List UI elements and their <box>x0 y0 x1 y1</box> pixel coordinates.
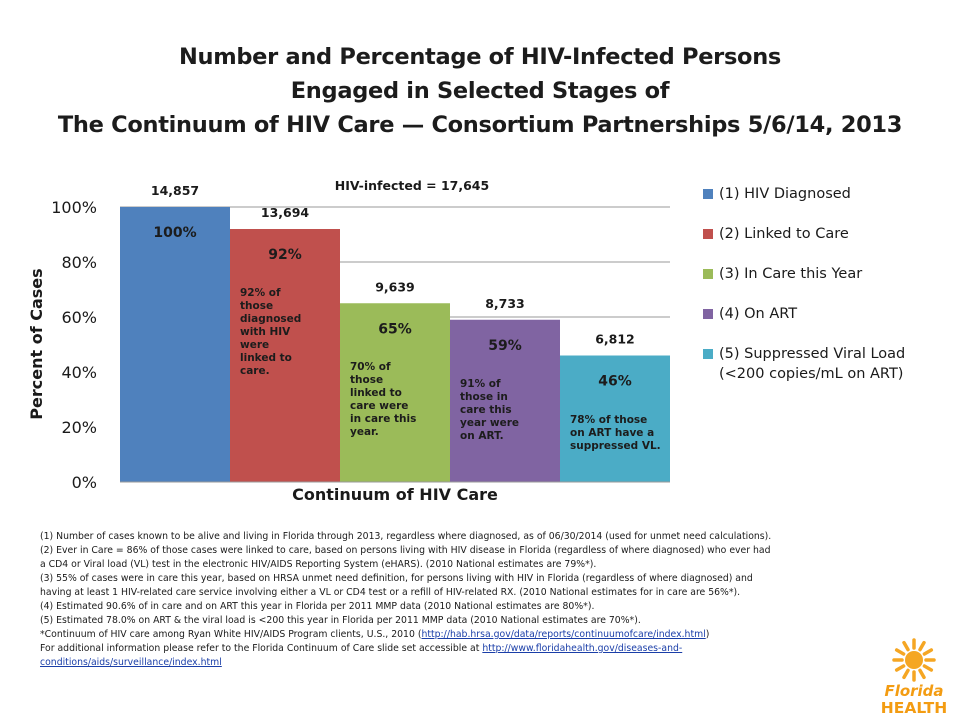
legend-swatch <box>703 309 713 319</box>
legend-label: (5) Suppressed Viral Load <box>719 346 906 362</box>
footnote-continuum-text: *Continuum of HIV care among Ryan White … <box>40 629 422 640</box>
bar-note-line: year. <box>350 426 379 439</box>
y-tick-label: 0% <box>72 473 97 492</box>
bar-note-line: suppressed VL. <box>570 439 661 452</box>
footnote-5: (5) Estimated 78.0% on ART & the viral l… <box>40 615 641 626</box>
floridahealth-link-part1[interactable]: http://www.floridahealth.gov/diseases-an… <box>482 643 683 654</box>
bar-note-line: with HIV <box>240 326 291 338</box>
bar <box>450 319 560 482</box>
footnote-continuum: *Continuum of HIV care among Ryan White … <box>40 628 870 642</box>
bar-percent-label: 92% <box>268 247 302 263</box>
annotation-total: HIV-infected = 17,645 <box>335 178 489 193</box>
legend-label: (1) HIV Diagnosed <box>719 186 851 202</box>
footnote-2b: a CD4 or Viral load (VL) test in the ele… <box>40 559 597 570</box>
bar-note-line: care were <box>350 400 409 413</box>
bar-note-line: were <box>240 339 270 351</box>
y-tick-label: 100% <box>51 198 97 217</box>
bar <box>560 355 670 482</box>
footnote-4: (4) Estimated 90.6% of in care and on AR… <box>40 601 595 612</box>
x-axis-label: Continuum of HIV Care <box>292 485 498 504</box>
y-tick-label: 20% <box>61 418 97 437</box>
title-line-1: Number and Percentage of HIV-Infected Pe… <box>178 44 782 70</box>
bar-percent-label: 59% <box>488 338 522 354</box>
floridahealth-link-part2[interactable]: conditions/aids/surveillance/index.html <box>40 657 222 668</box>
bar <box>120 207 230 482</box>
bar-note-line: 70% of <box>350 361 391 374</box>
bar-note: 91% of those in care this year were on ART. <box>460 378 519 443</box>
title-line-3: The Continuum of HIV Care — Consortium P… <box>57 112 903 138</box>
y-axis-label: Percent of Cases <box>27 268 46 419</box>
bar-percent-label: 100% <box>153 225 196 241</box>
y-tick-label: 80% <box>61 253 97 272</box>
bar <box>230 229 340 482</box>
bar-note-line: 92% of <box>240 287 281 299</box>
y-tick-label: 60% <box>61 308 97 327</box>
footnote-continuum-end: ) <box>705 629 710 640</box>
bar-note-line: in care this <box>350 413 417 426</box>
bar-note-line: those <box>350 374 384 387</box>
bar-note-line: those in <box>460 390 508 403</box>
footnote-3a: (3) 55% of cases were in care this year,… <box>40 573 753 584</box>
chart-title: Number and Percentage of HIV-Infected Pe… <box>0 40 960 142</box>
y-tick-label: 40% <box>61 363 97 382</box>
bar-note-line: on ART have a <box>570 426 655 439</box>
florida-health-logo: Florida HEALTH <box>881 638 947 716</box>
legend-swatch <box>703 349 713 359</box>
legend-swatch <box>703 269 713 279</box>
legend-swatch <box>703 229 713 239</box>
footnote-1: (1) Number of cases known to be alive an… <box>40 531 772 542</box>
bar-note: 70% of those linked to care were in care thi… <box>350 361 416 439</box>
bar-note-line: 91% of <box>460 377 501 390</box>
bar-note-line: care. <box>240 365 270 377</box>
bar-percent-label: 46% <box>598 374 632 390</box>
footnote-more-info-text: For additional information please refer … <box>40 643 483 654</box>
footnote-more-info-2: conditions/aids/surveillance/index.html <box>40 656 870 670</box>
sun-icon <box>892 638 936 682</box>
bar-note-line: linked to <box>240 352 292 364</box>
footnotes: (1) Number of cases known to be alive an… <box>40 530 870 670</box>
y-tick-labels: 0% 20% 40% 60% 80% 100% <box>51 198 97 492</box>
legend-label: (2) Linked to Care <box>719 226 849 242</box>
bar-note: 92% of those diagnosed with HIV were linked t… <box>240 287 301 378</box>
legend-label: (4) On ART <box>719 306 798 322</box>
legend-label: (3) In Care this Year <box>719 266 863 282</box>
bar-note-line: those <box>240 300 274 312</box>
bar <box>340 303 450 482</box>
footnote-more-info: For additional information please refer … <box>40 642 870 656</box>
bar-count-label: 14,857 <box>151 183 199 198</box>
logo-word-florida: Florida <box>884 682 943 700</box>
bar-note-line: year were <box>460 416 520 429</box>
legend-swatch <box>703 189 713 199</box>
bar-note-line: on ART. <box>460 429 504 442</box>
bar-chart: 0% 20% 40% 60% 80% 100% 14,857 100% 13,694 92% 9,… <box>27 178 670 504</box>
hrsa-link[interactable]: http://hab.hrsa.gov/data/reports/continu… <box>421 629 706 640</box>
title-line-2: Engaged in Selected Stages of <box>290 78 670 104</box>
logo-word-health: HEALTH <box>881 699 947 716</box>
bar-count-label: 13,694 <box>261 205 310 220</box>
bar-percent-label: 65% <box>378 321 412 337</box>
bar-note-line: linked to <box>350 387 402 400</box>
bar-note: 78% of those on ART have a suppressed VL. <box>570 414 661 453</box>
footnote-2a: (2) Ever in Care = 86% of those cases we… <box>40 545 771 556</box>
bar-count-label: 9,639 <box>375 279 415 294</box>
bar-count-label: 6,812 <box>595 332 635 347</box>
bar-note-line: diagnosed <box>240 313 302 325</box>
bar-labels: 14,857 100% 13,694 92% 9,639 65% 8,733 59% 6,812… <box>151 183 635 390</box>
legend-label-line2: (<200 copies/mL on ART) <box>719 366 904 382</box>
bars <box>120 207 670 482</box>
bar-note-line: care this <box>460 403 512 416</box>
bar-count-label: 8,733 <box>485 296 525 311</box>
footnote-3b: having at least 1 HIV-related care servi… <box>40 587 741 598</box>
bar-note-line: 78% of those <box>570 413 648 426</box>
